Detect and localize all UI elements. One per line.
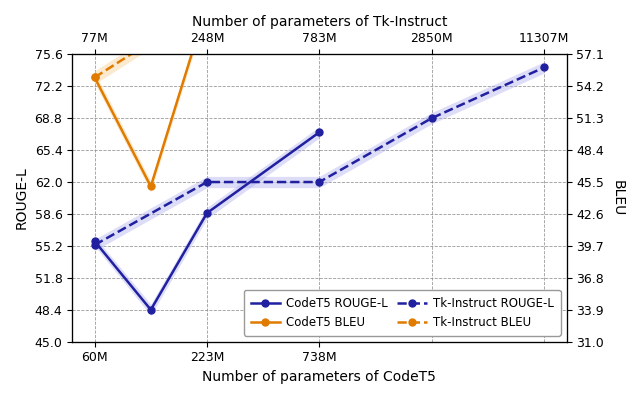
Line: CodeT5 ROUGE-L: CodeT5 ROUGE-L bbox=[91, 129, 323, 313]
Tk-Instruct ROUGE-L bbox=[540, 65, 548, 70]
X-axis label: Number of parameters of Tk-Instruct: Number of parameters of Tk-Instruct bbox=[191, 15, 447, 29]
Y-axis label: ROUGE-L: ROUGE-L bbox=[15, 167, 29, 229]
Tk-Instruct ROUGE-L bbox=[91, 243, 99, 247]
Tk-Instruct ROUGE-L bbox=[428, 116, 436, 120]
Legend: CodeT5 ROUGE-L, CodeT5 BLEU, Tk-Instruct ROUGE-L, Tk-Instruct BLEU: CodeT5 ROUGE-L, CodeT5 BLEU, Tk-Instruct… bbox=[244, 290, 561, 336]
X-axis label: Number of parameters of CodeT5: Number of parameters of CodeT5 bbox=[202, 370, 436, 384]
Tk-Instruct BLEU bbox=[203, 4, 211, 8]
Y-axis label: BLEU: BLEU bbox=[611, 180, 625, 216]
CodeT5 BLEU bbox=[203, 2, 211, 7]
CodeT5 BLEU bbox=[91, 75, 99, 80]
Line: Tk-Instruct ROUGE-L: Tk-Instruct ROUGE-L bbox=[91, 64, 548, 249]
CodeT5 ROUGE-L bbox=[147, 307, 155, 312]
CodeT5 ROUGE-L bbox=[203, 211, 211, 215]
Tk-Instruct ROUGE-L bbox=[203, 180, 211, 184]
CodeT5 BLEU bbox=[147, 184, 155, 189]
CodeT5 ROUGE-L bbox=[91, 239, 99, 244]
Tk-Instruct BLEU bbox=[91, 75, 99, 80]
CodeT5 ROUGE-L bbox=[316, 130, 323, 134]
Tk-Instruct BLEU bbox=[316, 4, 323, 8]
Tk-Instruct ROUGE-L bbox=[316, 180, 323, 184]
Line: CodeT5 BLEU: CodeT5 BLEU bbox=[91, 0, 323, 190]
Line: Tk-Instruct BLEU: Tk-Instruct BLEU bbox=[91, 0, 548, 81]
